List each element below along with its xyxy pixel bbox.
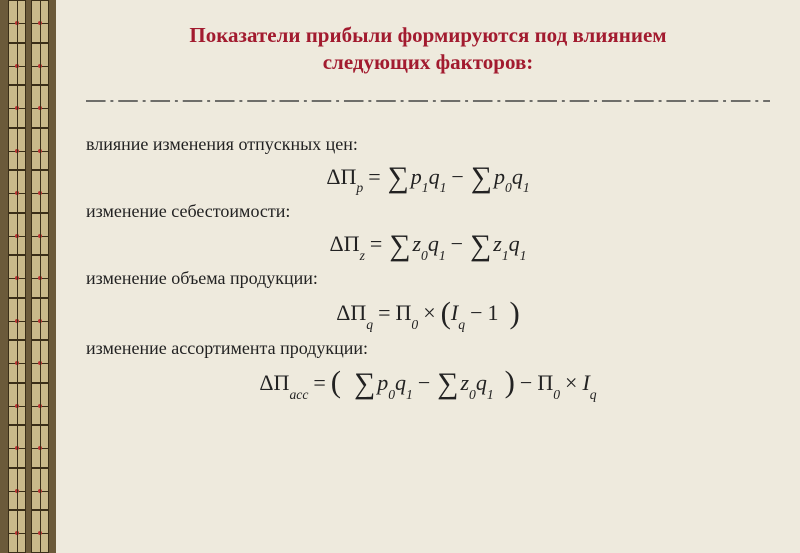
divider-line — [86, 95, 770, 107]
factor-label: влияние изменения отпускных цен: — [86, 134, 770, 155]
title-line-1: Показатели прибыли формируются под влиян… — [189, 23, 666, 47]
factor-label: изменение себестоимости: — [86, 201, 770, 222]
factor-label: изменение объема продукции: — [86, 268, 770, 289]
decorative-sidebar — [0, 0, 56, 553]
slide-title: Показатели прибыли формируются под влиян… — [106, 22, 750, 77]
factor-label: изменение ассортимента продукции: — [86, 338, 770, 359]
formula: ΔПz=∑z0q1−∑z1q1 — [86, 226, 770, 260]
formula: ΔПасс=( ∑p0q1−∑z0q1 )−П0×Iq — [86, 363, 770, 399]
formula: ΔПp=∑p1q1−∑p0q1 — [86, 159, 770, 193]
slide-content: Показатели прибыли формируются под влиян… — [56, 0, 800, 553]
formula: ΔПq=П0×(Iq−1 ) — [86, 293, 770, 329]
title-line-2: следующих факторов: — [323, 50, 534, 74]
formula-list: влияние изменения отпускных цен: ΔПp=∑p1q… — [86, 134, 770, 400]
